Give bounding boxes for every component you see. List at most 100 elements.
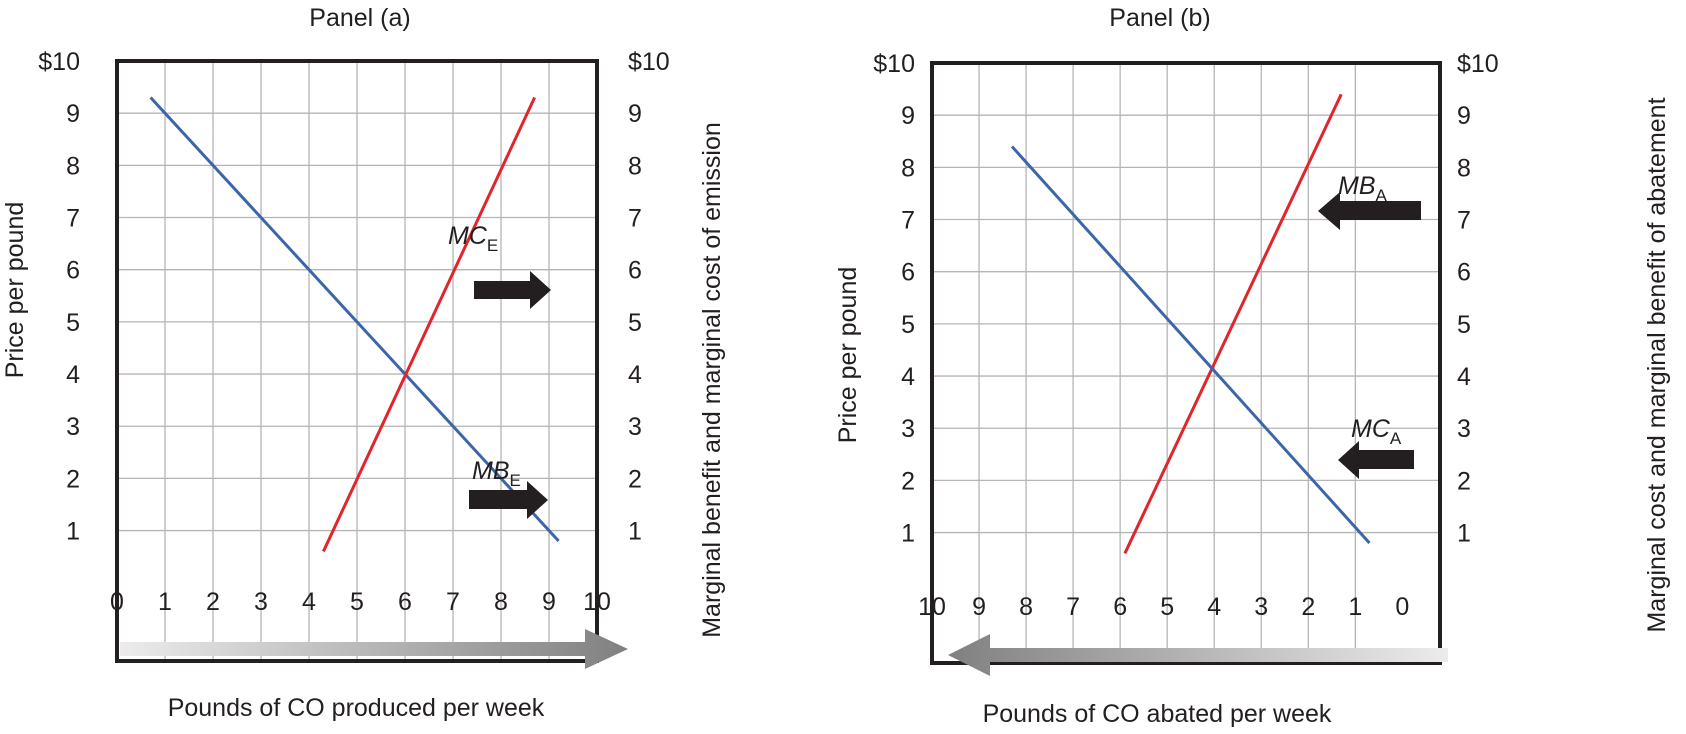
y-tick-label-left: 5 — [66, 309, 80, 337]
y-tick-label-right: 4 — [628, 361, 642, 389]
x-tick-label: 0 — [110, 588, 124, 616]
y-tick-label-left: 9 — [66, 100, 80, 128]
panel-a-plot-frame — [115, 59, 599, 663]
panel-a-mc-shift-arrow — [474, 271, 551, 309]
panel-a-x-ticks: 0 1 2 3 4 5 6 7 8 9 10 — [110, 588, 611, 616]
y-tick-label-left: 2 — [66, 465, 80, 493]
x-tick-label: 3 — [1254, 593, 1268, 621]
series-line-mc-e — [322, 96, 536, 553]
y-tick-label-left: 8 — [901, 154, 915, 182]
panel-a-mb-shift-arrow — [469, 481, 548, 519]
panel-a: Panel (a) 0 1 2 3 4 5 6 7 8 9 10 1 2 3 4 5 6 7 8 9 $10 1 2 3 4… — [1, 4, 726, 722]
y-tick-label-right: 2 — [628, 465, 642, 493]
y-tick-label-left: 4 — [901, 363, 915, 391]
y-tick-label-right: 6 — [628, 257, 642, 285]
x-tick-label: 2 — [206, 588, 220, 616]
y-tick-label-left: 5 — [901, 311, 915, 339]
y-tick-label-right: 9 — [1457, 102, 1471, 130]
x-tick-label: 1 — [1348, 593, 1362, 621]
panel-a-grid — [117, 60, 598, 661]
panel-a-x-axis-label: Pounds of CO produced per week — [168, 694, 545, 722]
panel-a-mc-subscript: E — [487, 236, 498, 255]
x-tick-label: 4 — [1207, 593, 1221, 621]
x-tick-label: 5 — [1160, 593, 1174, 621]
y-tick-label-left: 7 — [66, 205, 80, 233]
x-tick-label: 3 — [254, 588, 268, 616]
series-line-mb-a — [1123, 93, 1343, 555]
y-tick-label-right: $10 — [1457, 50, 1499, 78]
y-tick-label-left: $10 — [38, 48, 80, 76]
y-tick-label-right: 6 — [1457, 259, 1471, 287]
panel-a-title: Panel (a) — [309, 4, 410, 32]
panel-a-y-axis-label-right: Marginal benefit and marginal cost of em… — [698, 122, 726, 638]
panel-b-series — [1010, 93, 1371, 555]
x-tick-label: 9 — [972, 593, 986, 621]
x-tick-label: 5 — [350, 588, 364, 616]
x-tick-label: 10 — [918, 593, 946, 621]
panel-a-y-ticks-right: 1 2 3 4 5 6 7 8 9 $10 — [628, 48, 670, 546]
x-tick-label: 1 — [158, 588, 172, 616]
y-tick-label-right: 3 — [628, 413, 642, 441]
x-tick-label: 7 — [446, 588, 460, 616]
panel-a-series — [149, 96, 560, 553]
y-tick-label-left: 6 — [66, 257, 80, 285]
svg-text:MBA: MBA — [1338, 172, 1388, 205]
x-tick-label: 2 — [1301, 593, 1315, 621]
y-tick-label-right: 9 — [628, 100, 642, 128]
y-tick-label-left: 6 — [901, 259, 915, 287]
y-tick-label-right: 3 — [1457, 415, 1471, 443]
series-line-mb-e — [149, 96, 560, 543]
panel-a-y-ticks-left: 1 2 3 4 5 6 7 8 9 $10 — [38, 48, 80, 546]
panel-a-mc-label: MCE — [448, 222, 498, 255]
y-tick-label-right: 8 — [1457, 154, 1471, 182]
x-tick-label: 7 — [1066, 593, 1080, 621]
y-tick-label-left: $10 — [873, 50, 915, 78]
panel-a-mb-label: MBE — [472, 457, 521, 490]
y-tick-label-left: 2 — [901, 467, 915, 495]
panel-b-mc-label: MCA — [1351, 415, 1402, 448]
y-tick-label-left: 1 — [901, 520, 915, 548]
x-tick-label: 6 — [398, 588, 412, 616]
y-tick-label-right: 8 — [628, 152, 642, 180]
panel-b-mb-subscript: A — [1376, 186, 1388, 205]
panel-b-y-ticks-right: 1 2 3 4 5 6 7 8 9 $10 — [1457, 50, 1499, 548]
panel-a-mb-name: MB — [472, 457, 510, 485]
x-tick-label: 9 — [542, 588, 556, 616]
panel-b-mc-shift-arrow — [1338, 441, 1414, 479]
panel-a-axis-direction-arrow — [120, 629, 628, 669]
panel-b-mb-shift-arrow — [1318, 192, 1421, 230]
x-tick-label: 8 — [494, 588, 508, 616]
panel-b-y-ticks-left: 1 2 3 4 5 6 7 8 9 $10 — [873, 50, 915, 548]
y-tick-label-right: 7 — [628, 205, 642, 233]
y-tick-label-right: 1 — [1457, 520, 1471, 548]
y-tick-label-left: 3 — [66, 413, 80, 441]
y-tick-label-right: 4 — [1457, 363, 1471, 391]
panel-b-mb-name: MB — [1338, 172, 1376, 200]
y-tick-label-right: 5 — [628, 309, 642, 337]
y-tick-label-left: 4 — [66, 361, 80, 389]
y-tick-label-left: 3 — [901, 415, 915, 443]
panel-b-grid — [931, 62, 1440, 663]
y-tick-label-right: 1 — [628, 518, 642, 546]
panel-b-axis-direction-arrow — [948, 634, 1448, 676]
panel-b-title: Panel (b) — [1109, 4, 1210, 32]
y-tick-label-right: 2 — [1457, 467, 1471, 495]
x-tick-label: 0 — [1395, 593, 1409, 621]
x-tick-label: 4 — [302, 588, 316, 616]
x-tick-label: 10 — [583, 588, 611, 616]
series-line-mc-a — [1010, 145, 1371, 545]
panel-b-mc-subscript: A — [1390, 429, 1402, 448]
panel-a-mc-name: MC — [448, 222, 488, 250]
x-tick-label: 8 — [1019, 593, 1033, 621]
panel-b-x-ticks: 10 9 8 7 6 5 4 3 2 1 0 — [918, 593, 1409, 621]
panel-b-mc-name: MC — [1351, 415, 1391, 443]
svg-text:MCE: MCE — [448, 222, 498, 255]
panel-a-y-axis-label-left: Price per pound — [1, 202, 29, 379]
panel-b-mb-label: MBA — [1338, 172, 1388, 205]
panel-a-mb-subscript: E — [510, 471, 521, 490]
panel-b-y-axis-label-right: Marginal cost and marginal benefit of ab… — [1643, 97, 1671, 632]
x-tick-label: 6 — [1113, 593, 1127, 621]
svg-text:MCA: MCA — [1351, 415, 1402, 448]
